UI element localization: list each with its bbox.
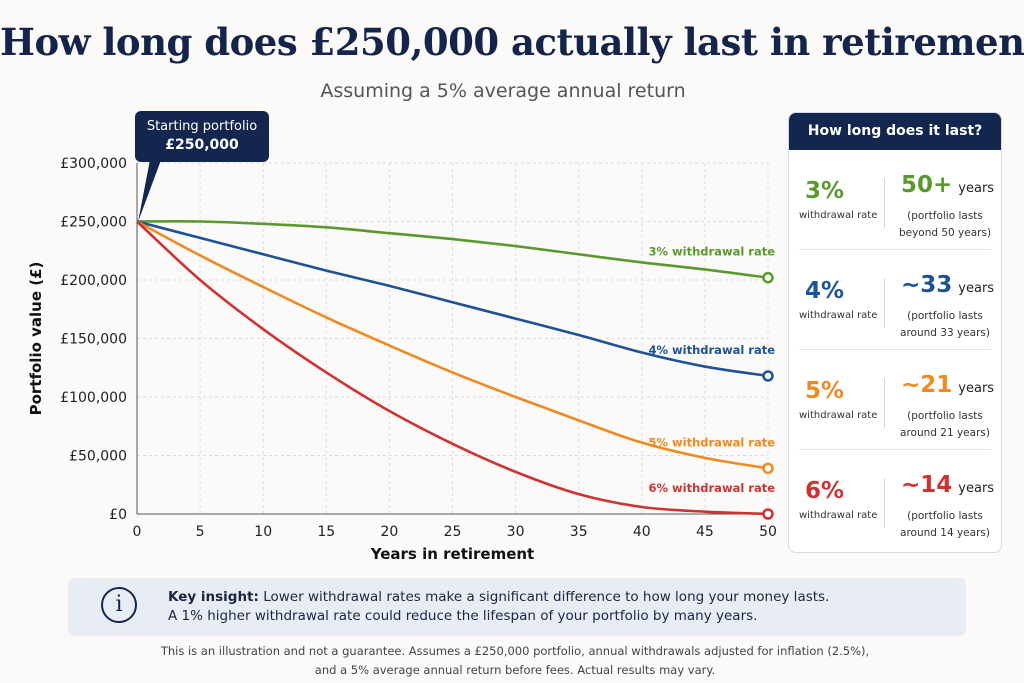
panel-row-5pct: 5% withdrawal rate ~21 years (portfolio l… — [789, 350, 1001, 450]
row-separator — [799, 249, 991, 250]
rate-percent: 5% — [805, 378, 845, 404]
disclaimer: This is an illustration and not a guaran… — [0, 642, 1024, 680]
callout-pointer — [138, 160, 161, 222]
note-line: around 33 years) — [900, 327, 990, 339]
years-number: 50+ — [901, 172, 953, 198]
years-note: (portfolio lasts around 21 years) — [893, 408, 997, 442]
y-tick-label: £100,000 — [60, 390, 127, 406]
years-unit: years — [958, 381, 995, 396]
divider — [884, 178, 885, 228]
years-value: ~14 years — [901, 472, 994, 498]
x-tick-label: 20 — [380, 524, 398, 540]
x-tick-label: 0 — [133, 524, 142, 540]
note-line: around 14 years) — [900, 527, 990, 539]
series-label: 5% withdrawal rate — [649, 435, 776, 449]
x-tick-label: 35 — [570, 524, 588, 540]
note-line: (portfolio lasts — [907, 310, 983, 322]
chart-grid — [137, 162, 769, 514]
years-value: 50+ years — [901, 172, 994, 198]
series-end-marker — [762, 271, 774, 284]
callout-value: £250,000 — [165, 137, 239, 153]
series-line — [136, 220, 769, 470]
x-tick-label: 40 — [633, 524, 651, 540]
panel-row-6pct: 6% withdrawal rate ~14 years (portfolio l… — [789, 450, 1001, 550]
info-icon: i — [101, 587, 137, 623]
note-line: (portfolio lasts — [907, 210, 983, 222]
divider — [884, 278, 885, 328]
years-value: ~21 years — [901, 372, 994, 398]
y-tick-label: £50,000 — [69, 449, 127, 465]
panel-row-3pct: 3% withdrawal rate 50+ years (portfolio l… — [789, 150, 1001, 250]
insight-line-1-text: Lower withdrawal rates make a significan… — [263, 589, 830, 605]
rate-percent: 6% — [805, 478, 845, 504]
note-line: (portfolio lasts — [907, 410, 983, 422]
rate-label: withdrawal rate — [799, 310, 878, 321]
rate-label: withdrawal rate — [799, 510, 878, 521]
series-line — [136, 220, 769, 279]
x-tick-label: 10 — [254, 524, 272, 540]
note-line: (portfolio lasts — [907, 510, 983, 522]
page-title: How long does £250,000 actually last in … — [0, 20, 1024, 64]
page-subtitle: Assuming a 5% average annual return — [320, 80, 686, 102]
years-unit: years — [958, 281, 995, 296]
y-tick-label: £250,000 — [60, 215, 127, 231]
x-tick-label: 50 — [759, 524, 777, 540]
years-note: (portfolio lasts around 14 years) — [893, 508, 997, 542]
years-value: ~33 years — [901, 272, 994, 298]
series-line — [136, 220, 769, 378]
insight-label: Key insight: — [168, 589, 259, 605]
years-number: ~21 — [901, 372, 953, 398]
disclaimer-line-2: and a 5% average annual return before fe… — [314, 663, 716, 677]
x-tick-label: 30 — [507, 524, 525, 540]
series-end-marker — [762, 462, 774, 475]
insight-line-1: Key insight: Lower withdrawal rates make… — [168, 588, 829, 607]
y-tick-label: £0 — [109, 507, 127, 523]
years-number: ~33 — [901, 272, 953, 298]
rate-label: withdrawal rate — [799, 410, 878, 421]
series-label: 6% withdrawal rate — [649, 481, 776, 495]
y-tick-label: £200,000 — [60, 273, 127, 289]
years-unit: years — [958, 181, 995, 196]
chart-labels: 3% withdrawal rate 4% withdrawal rate 5% w… — [649, 245, 776, 495]
rate-percent: 4% — [805, 278, 845, 304]
divider — [884, 478, 885, 528]
note-line: around 21 years) — [900, 427, 990, 439]
chart-lines — [136, 220, 774, 520]
chart-axes: £0 £50,000 £100,000 £150,000 £200,000 £250,00… — [27, 156, 777, 563]
series-line — [136, 220, 769, 516]
insight-line-2: A 1% higher withdrawal rate could reduce… — [168, 608, 758, 624]
panel-row-4pct: 4% withdrawal rate ~33 years (portfolio l… — [789, 250, 1001, 350]
note-line: beyond 50 years) — [898, 227, 992, 239]
years-unit: years — [958, 481, 995, 496]
starting-portfolio-callout: Starting portfolio £250,000 — [135, 111, 269, 162]
years-number: ~14 — [901, 472, 953, 498]
row-separator — [799, 449, 991, 450]
x-tick-label: 15 — [317, 524, 335, 540]
series-label: 4% withdrawal rate — [649, 343, 776, 357]
y-tick-label: £150,000 — [60, 332, 127, 348]
years-note: (portfolio lasts beyond 50 years) — [893, 208, 997, 242]
x-axis-label: Years in retirement — [370, 545, 534, 563]
divider — [884, 378, 885, 428]
duration-panel: How long does it last? 3% withdrawal rat… — [788, 112, 1002, 553]
years-note: (portfolio lasts around 33 years) — [893, 308, 997, 342]
y-tick-label: £300,000 — [60, 156, 127, 172]
callout-label: Starting portfolio — [146, 119, 258, 134]
panel-header: How long does it last? — [789, 113, 1001, 150]
rate-percent: 3% — [805, 178, 845, 204]
row-separator — [799, 349, 991, 350]
insight-text: Key insight: Lower withdrawal rates make… — [168, 588, 829, 626]
rate-label: withdrawal rate — [799, 210, 878, 221]
series-end-marker — [762, 370, 774, 382]
x-tick-label: 25 — [444, 524, 462, 540]
series-label: 3% withdrawal rate — [649, 245, 776, 259]
y-axis-label: Portfolio value (£) — [27, 262, 45, 416]
series-end-marker — [762, 508, 774, 520]
x-tick-label: 45 — [696, 524, 714, 540]
key-insight-box: i Key insight: Lower withdrawal rates ma… — [68, 578, 966, 636]
x-tick-label: 5 — [196, 524, 205, 540]
disclaimer-line-1: This is an illustration and not a guaran… — [160, 644, 870, 658]
